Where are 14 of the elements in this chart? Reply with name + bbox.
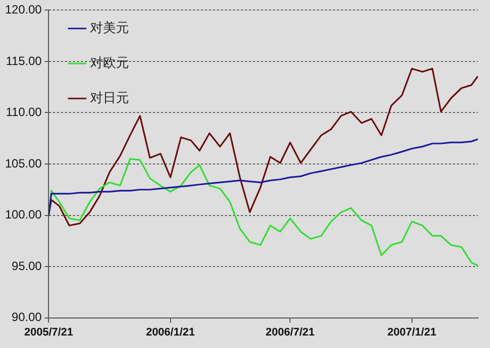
y-tick-label: 105.00: [5, 156, 42, 170]
legend-label: 对美元: [90, 20, 130, 36]
y-tick-label: 90.00: [12, 310, 42, 324]
x-tick-label: 2006/7/21: [266, 326, 315, 338]
y-tick-label: 95.00: [12, 258, 42, 273]
y-tick-label: 120.00: [5, 2, 42, 17]
y-tick-label: 115.00: [6, 54, 42, 68]
legend-label: 对日元: [90, 90, 130, 106]
x-tick-label: 2005/7/21: [24, 326, 74, 338]
legend-label: 对欧元: [90, 56, 130, 71]
y-tick-label: 100.00: [5, 208, 42, 222]
y-tick-label: 110.00: [6, 105, 42, 120]
x-tick-label: 2006/1/21: [146, 326, 195, 338]
x-tick-label: 2007/1/21: [387, 326, 436, 338]
